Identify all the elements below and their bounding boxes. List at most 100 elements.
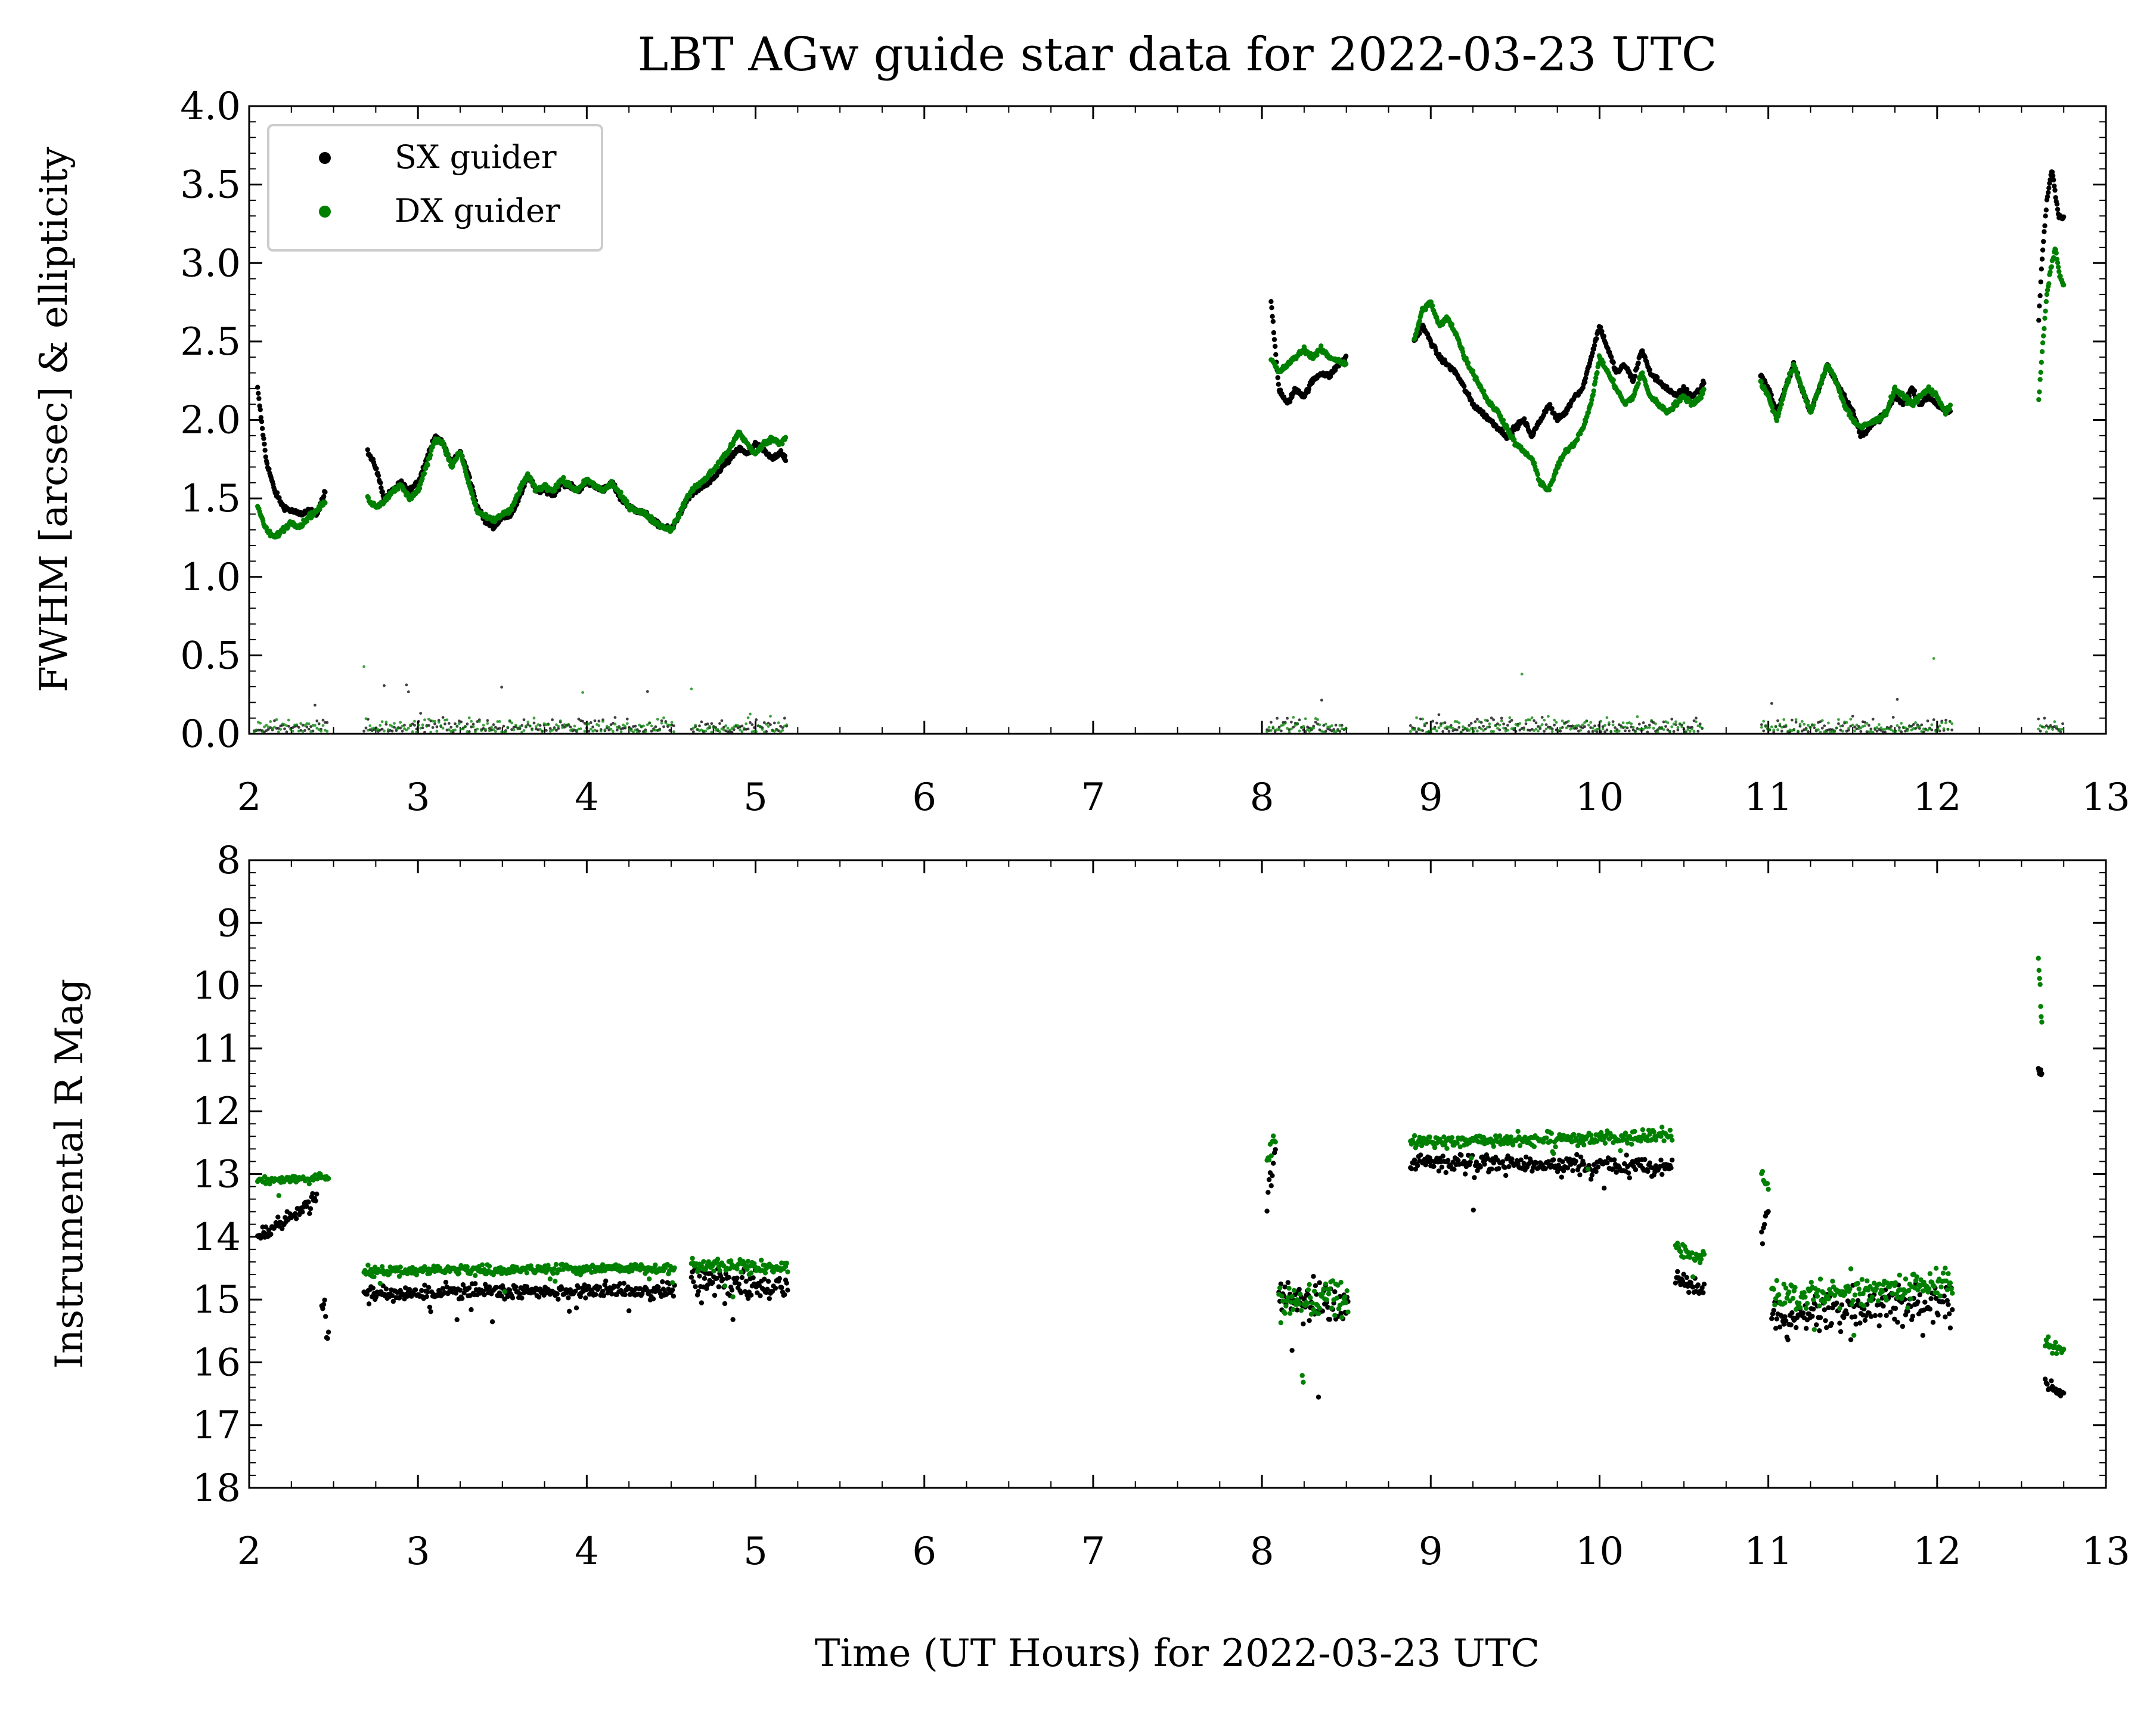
mag-point-sx <box>308 1206 314 1211</box>
mag-point-sx <box>469 1307 474 1313</box>
ellipticity-point-dx <box>1561 719 1564 722</box>
ellipticity-point-dx <box>289 728 293 731</box>
ellipticity-point-dx <box>1837 718 1840 721</box>
fwhm-point-sx <box>256 396 262 401</box>
ellipticity-point-dx <box>364 717 368 720</box>
ellipticity-point-dx <box>439 724 443 727</box>
ellipticity-point-dx <box>411 730 414 733</box>
ellipticity-point-dx <box>1686 728 1690 731</box>
fwhm-point-sx <box>2051 177 2056 183</box>
fwhm-point-dx <box>1832 374 1838 380</box>
fwhm-point-sx <box>262 448 268 453</box>
ellipticity-point-sx <box>476 720 479 723</box>
ellipticity-point-dx <box>2051 728 2054 731</box>
ellipticity-point-dx <box>317 728 321 731</box>
ellipticity-point-dx <box>525 724 528 728</box>
ellipticity-point-dx <box>373 727 376 730</box>
ellipticity-point-dx <box>275 718 278 721</box>
ellipticity-point-dx <box>1920 730 1924 733</box>
ellipticity-point-dx <box>484 727 487 731</box>
ellipticity-point-dx <box>477 719 481 723</box>
ellipticity-point-dx <box>2047 727 2050 730</box>
ellipticity-point-sx <box>1490 717 1493 719</box>
fwhm-point-dx <box>1816 389 1822 395</box>
mag-point-sx <box>583 1295 588 1301</box>
ellipticity-point-dx <box>668 724 672 727</box>
ellipticity-point-dx <box>1540 723 1544 726</box>
fwhm-point-dx <box>2053 250 2059 256</box>
ellipticity-point-dx <box>1865 722 1869 725</box>
ellipticity-point-sx <box>1292 725 1295 729</box>
ellipticity-point-dx <box>1581 723 1584 727</box>
ellipticity-point-sx <box>1498 728 1502 731</box>
mag-point-sx <box>426 1285 432 1290</box>
ellipticity-point-dx <box>457 722 461 725</box>
ellipticity-point-dx <box>1457 721 1461 725</box>
ellipticity-point-sx <box>399 726 402 730</box>
ellipticity-point-dx <box>672 730 675 733</box>
ellipticity-point-dx <box>1265 730 1269 733</box>
ellipticity-point-sx <box>454 722 457 725</box>
ellipticity-point-sx <box>773 721 776 725</box>
ellipticity-point-sx <box>266 728 270 731</box>
ellipticity-point-dx <box>405 728 408 731</box>
fwhm-point-dx <box>1535 472 1540 477</box>
mag-point-sx <box>600 1289 606 1294</box>
ellipticity-point-dx <box>1479 727 1483 731</box>
ellipticity-point-sx <box>1314 721 1317 724</box>
ellipticity-point-dx <box>1528 718 1532 722</box>
ellipticity-point-dx <box>746 716 750 719</box>
fwhm-point-dx <box>1848 411 1853 417</box>
ellipticity-point-sx <box>1304 730 1307 733</box>
ellipticity-point-dx <box>273 725 276 729</box>
ellipticity-point-sx <box>545 728 548 732</box>
mag-xtick-label: 13 <box>2081 1530 2130 1574</box>
ellipticity-point-dx <box>1437 726 1441 730</box>
ellipticity-point-dx <box>1914 721 1918 724</box>
ellipticity-point-sx <box>662 725 665 728</box>
ellipticity-point-dx <box>1550 730 1554 733</box>
ellipticity-point-dx <box>702 729 705 733</box>
ellipticity-point-dx <box>1849 718 1853 721</box>
ellipticity-point-sx <box>1492 718 1496 721</box>
ellipticity-point-dx <box>445 718 449 721</box>
ellipticity-point-sx <box>1506 724 1509 727</box>
ellipticity-point-sx <box>1409 724 1412 727</box>
ellipticity-point-dx <box>1533 729 1536 733</box>
fwhm-point-sx <box>1592 343 1597 348</box>
ellipticity-point-dx <box>1946 727 1950 731</box>
ellipticity-point-dx <box>1855 723 1859 727</box>
ellipticity-point-dx <box>482 724 485 727</box>
mag-point-sx <box>443 1279 449 1285</box>
ellipticity-point-dx <box>690 687 693 691</box>
ellipticity-point-sx <box>1869 727 1873 731</box>
ellipticity-point-dx <box>536 723 540 726</box>
ellipticity-point-dx <box>612 730 615 733</box>
ellipticity-point-dx <box>1701 727 1704 730</box>
ellipticity-point-dx <box>716 728 719 731</box>
ellipticity-point-dx <box>2037 727 2040 731</box>
ellipticity-point-dx <box>488 729 491 733</box>
fwhm-point-sx <box>2054 201 2060 207</box>
ellipticity-point-dx <box>1473 727 1477 730</box>
ellipticity-point-dx <box>269 720 272 723</box>
ellipticity-point-dx <box>1579 728 1583 732</box>
ellipticity-point-dx <box>390 725 394 728</box>
ellipticity-point-dx <box>1585 719 1589 722</box>
ellipticity-point-dx <box>494 730 497 733</box>
ellipticity-point-dx <box>1660 725 1664 729</box>
fwhm-point-dx <box>2049 264 2054 269</box>
ellipticity-point-sx <box>447 722 451 725</box>
ellipticity-point-dx <box>1587 723 1590 727</box>
ellipticity-point-dx <box>575 728 578 732</box>
fwhm-point-dx <box>618 489 623 495</box>
fwhm-point-dx <box>2037 389 2042 395</box>
mag-xtick-label: 4 <box>575 1530 599 1574</box>
ellipticity-point-sx <box>1332 728 1336 731</box>
ellipticity-point-sx <box>1898 726 1901 730</box>
ellipticity-point-dx <box>271 727 274 730</box>
ellipticity-point-sx <box>1518 728 1522 732</box>
fwhm-ytick-label: 0.5 <box>180 634 241 678</box>
mag-ytick-label: 14 <box>193 1215 241 1260</box>
ellipticity-point-sx <box>769 723 772 726</box>
